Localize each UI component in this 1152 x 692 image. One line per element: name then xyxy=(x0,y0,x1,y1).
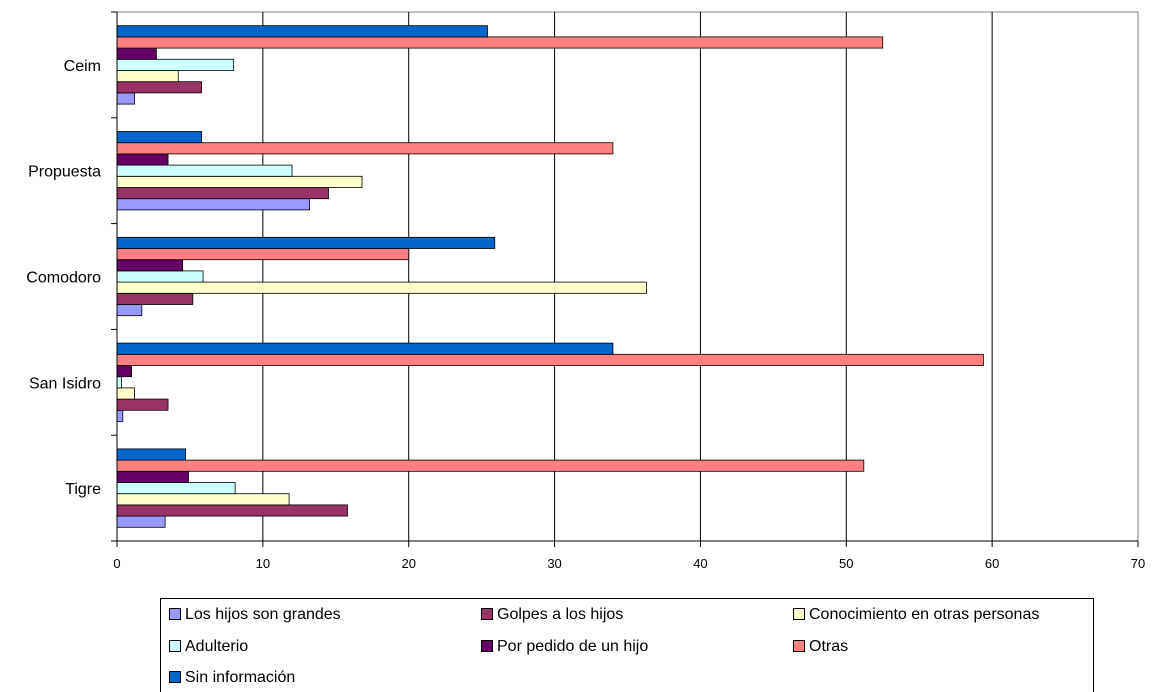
bar xyxy=(116,470,189,483)
bar xyxy=(116,504,348,517)
bar xyxy=(116,175,363,188)
x-tick-label: 0 xyxy=(113,556,120,571)
x-tick-label: 70 xyxy=(1131,556,1145,571)
legend-swatch xyxy=(169,640,181,652)
legend-label: Sin información xyxy=(185,669,296,686)
category-label: Propuesta xyxy=(28,164,101,181)
category-label: Ceim xyxy=(64,58,101,75)
bar xyxy=(116,409,124,422)
bar xyxy=(116,353,984,366)
legend-swatch xyxy=(793,640,805,652)
legend-swatch xyxy=(169,671,181,683)
bar xyxy=(116,153,169,166)
bar xyxy=(116,281,647,294)
category-label: Comodoro xyxy=(26,270,101,287)
bar xyxy=(116,459,865,472)
x-tick-label: 60 xyxy=(985,556,999,571)
x-tick-label: 30 xyxy=(547,556,561,571)
bar xyxy=(116,259,184,272)
bar xyxy=(116,387,135,400)
x-tick-label: 10 xyxy=(256,556,270,571)
legend-item-adulterio: Adulterio xyxy=(169,635,248,659)
legend-label: Conocimiento en otras personas xyxy=(809,606,1040,623)
legend-label: Golpes a los hijos xyxy=(497,606,624,623)
bar xyxy=(116,47,157,60)
legend-swatch xyxy=(793,608,805,620)
bar xyxy=(116,248,410,261)
bar xyxy=(116,25,488,38)
legend-label: Otras xyxy=(809,638,849,655)
bar xyxy=(116,236,496,249)
x-tick-label: 40 xyxy=(693,556,707,571)
bar xyxy=(116,131,202,144)
bar xyxy=(116,198,310,211)
bar xyxy=(116,493,290,506)
bar xyxy=(116,270,204,283)
bar xyxy=(116,448,186,461)
legend-swatch xyxy=(169,608,181,620)
category-label: San Isidro xyxy=(29,375,101,392)
legend-item-sin-informacion: Sin información xyxy=(169,666,295,690)
bar xyxy=(116,292,194,305)
bar xyxy=(116,304,143,317)
bar xyxy=(116,70,179,83)
legend-swatch xyxy=(481,608,493,620)
legend: Los hijos son grandes Golpes a los hijos… xyxy=(160,598,1094,692)
bar xyxy=(116,81,202,94)
x-tick-label: 20 xyxy=(401,556,415,571)
bar xyxy=(116,342,614,355)
bar xyxy=(116,376,122,389)
x-tick-label: 50 xyxy=(839,556,853,571)
bar xyxy=(116,398,169,411)
bar xyxy=(116,92,135,105)
legend-label: Adulterio xyxy=(185,638,249,655)
legend-item-otras: Otras xyxy=(793,635,848,659)
bar xyxy=(116,515,166,528)
legend-swatch xyxy=(481,640,493,652)
legend-item-golpes-a-los-hijos: Golpes a los hijos xyxy=(481,603,623,627)
legend-item-conocimiento-en-otras-personas: Conocimiento en otras personas xyxy=(793,603,1039,627)
bar xyxy=(116,365,132,378)
bar xyxy=(116,58,235,71)
plot-area xyxy=(116,11,1139,542)
bar xyxy=(116,482,236,495)
bar xyxy=(116,142,614,155)
bar xyxy=(116,187,329,200)
legend-label: Los hijos son grandes xyxy=(185,606,341,623)
bar-chart: Ceim Propuesta Comodoro San Isidro Tigre 0 10 2… xyxy=(26,11,1145,571)
legend-label: Por pedido de un hijo xyxy=(497,638,649,655)
category-label: Tigre xyxy=(65,481,101,498)
legend-item-los-hijos-son-grandes: Los hijos son grandes xyxy=(169,603,341,627)
legend-item-por-pedido-de-un-hijo: Por pedido de un hijo xyxy=(481,635,648,659)
bar xyxy=(116,164,293,177)
bar xyxy=(116,36,884,49)
